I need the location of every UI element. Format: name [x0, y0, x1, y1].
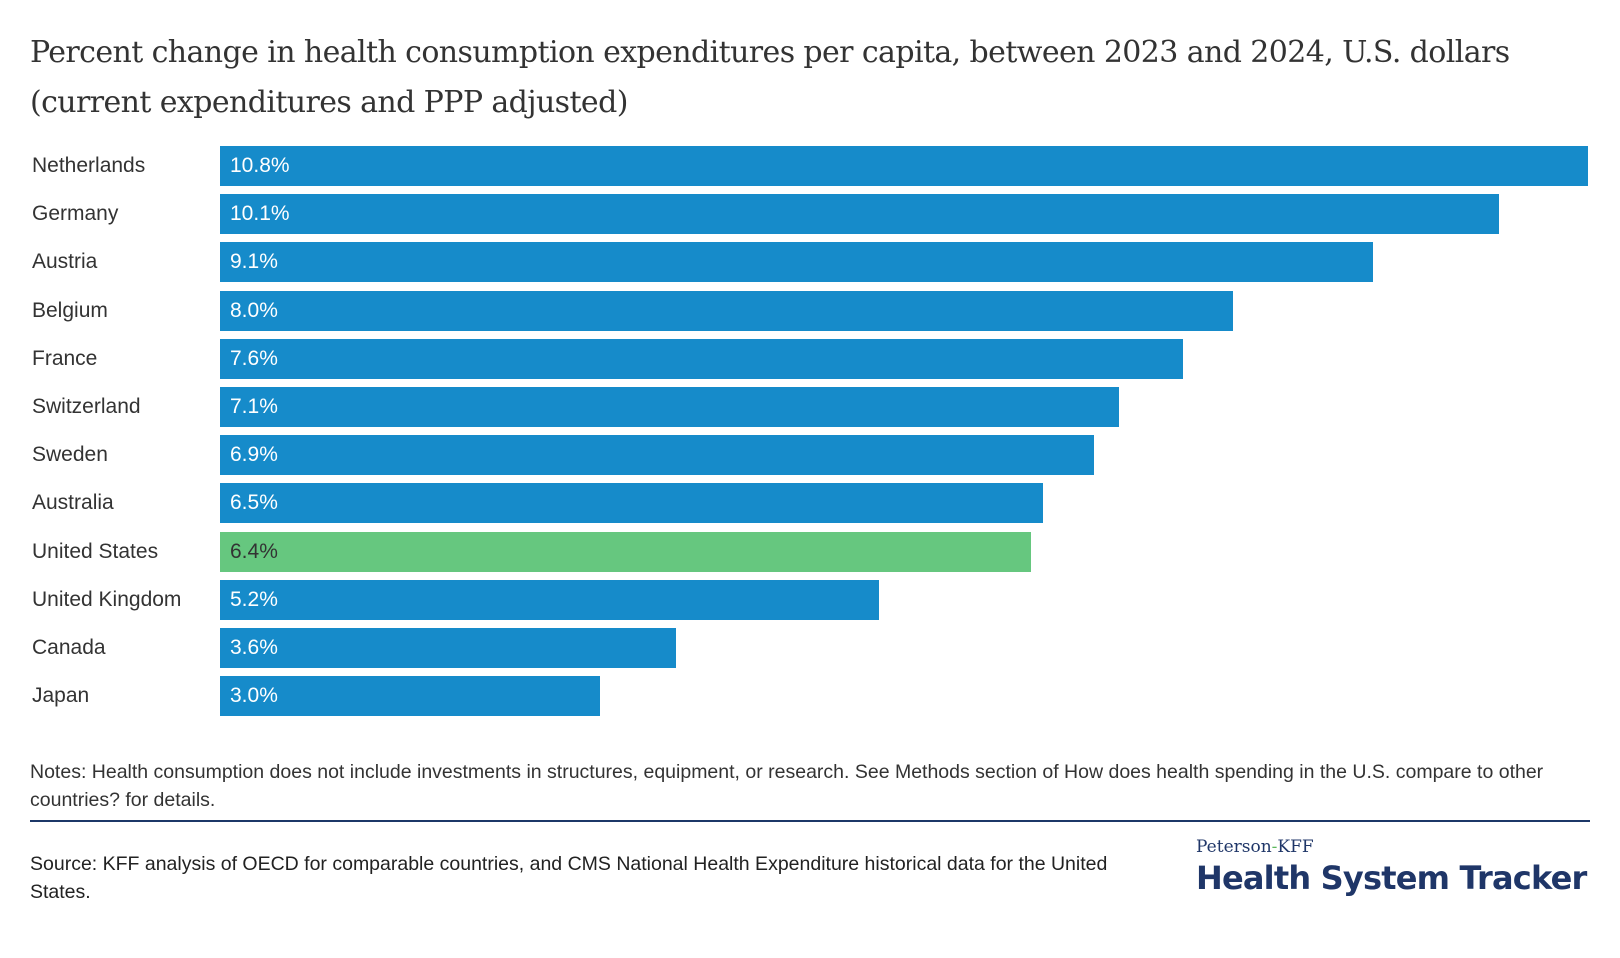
data-label-canada: 3.6%: [230, 636, 278, 659]
category-label-sweden: Sweden: [32, 443, 108, 467]
bar-germany: [220, 194, 1500, 235]
chart-source: Source: KFF analysis of OECD for compara…: [30, 853, 1108, 903]
logo-top-line: Peterson-KFF: [1196, 836, 1596, 858]
bar-switzerland: [220, 387, 1120, 427]
logo-kff: KFF: [1277, 837, 1314, 857]
bar-france: [220, 338, 1183, 379]
bar-austria: [220, 242, 1373, 283]
bar-netherlands: [220, 146, 1588, 186]
category-label-austria: Austria: [32, 250, 98, 274]
category-label-netherlands: Netherlands: [32, 154, 146, 177]
category-label-germany: Germany: [32, 202, 119, 226]
category-label-united-states: United States: [32, 539, 159, 563]
data-label-germany: 10.1%: [230, 202, 290, 226]
data-label-australia: 6.5%: [230, 491, 278, 515]
data-label-united-states: 6.4%: [230, 539, 278, 563]
bar-chart: Netherlands 10.8% Germany 10.1% Austria 9.1% B…: [0, 140, 1620, 730]
bar-belgium: [220, 290, 1234, 331]
logo-dash: -: [1271, 837, 1278, 857]
bar-canada: [220, 628, 676, 668]
category-label-switzerland: Switzerland: [32, 395, 141, 418]
category-label-united-kingdom: United Kingdom: [32, 587, 182, 611]
logo-peterson: Peterson: [1196, 837, 1272, 857]
data-label-sweden: 6.9%: [230, 443, 278, 467]
bar-sweden: [220, 435, 1094, 476]
bar-united-states: [220, 531, 1031, 572]
category-label-japan: Japan: [32, 684, 90, 708]
category-label-belgium: Belgium: [32, 298, 108, 322]
data-label-netherlands: 10.8%: [230, 154, 290, 177]
bar-japan: [220, 676, 600, 717]
category-label-france: France: [32, 346, 98, 370]
data-label-united-kingdom: 5.2%: [230, 587, 278, 611]
data-label-japan: 3.0%: [230, 684, 278, 708]
footer-divider: [30, 820, 1590, 822]
data-label-belgium: 8.0%: [230, 298, 278, 322]
data-label-france: 7.6%: [230, 346, 278, 370]
category-label-australia: Australia: [32, 491, 114, 515]
bar-united-kingdom: [220, 579, 879, 620]
chart-title: Percent change in health consumption exp…: [30, 35, 1510, 120]
logo-health-system-tracker: Health System Tracker: [1196, 859, 1587, 897]
data-label-switzerland: 7.1%: [230, 395, 278, 418]
category-label-canada: Canada: [32, 636, 106, 659]
peterson-kff-logo: Peterson-KFF Health System Tracker: [1196, 836, 1596, 898]
data-label-austria: 9.1%: [230, 250, 278, 274]
bar-australia: [220, 483, 1044, 524]
chart-notes: Notes: Health consumption does not inclu…: [30, 761, 1544, 811]
